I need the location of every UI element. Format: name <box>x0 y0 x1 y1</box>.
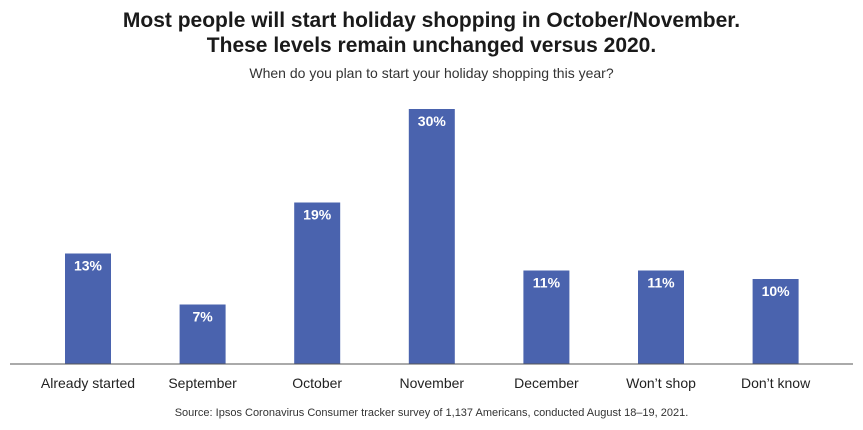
data-label-already-started: 13% <box>74 258 103 274</box>
bar-october <box>294 202 341 364</box>
source-note: Source: Ipsos Coronavirus Consumer track… <box>174 407 689 419</box>
data-label-october: 19% <box>303 207 332 223</box>
chart-subtitle: When do you plan to start your holiday s… <box>249 65 614 81</box>
category-label-don-t-know: Don’t know <box>741 375 811 391</box>
bar-september <box>179 304 226 364</box>
data-label-don-t-know: 10% <box>762 283 791 299</box>
bar-december <box>523 270 570 364</box>
bar-november <box>408 109 455 364</box>
category-label-already-started: Already started <box>41 375 135 391</box>
bar-already-started <box>65 253 111 364</box>
data-label-december: 11% <box>533 275 561 291</box>
category-label-december: December <box>514 375 579 391</box>
chart-title-line-2: These levels remain unchanged versus 202… <box>206 34 657 57</box>
bar-won-t-shop <box>638 270 684 364</box>
bar-don-t-know <box>752 279 799 364</box>
data-label-november: 30% <box>418 113 447 129</box>
data-label-won-t-shop: 11% <box>647 275 675 291</box>
category-label-november: November <box>400 375 465 391</box>
category-label-october: October <box>292 375 342 391</box>
data-label-september: 7% <box>192 309 213 325</box>
category-label-won-t-shop: Won’t shop <box>626 375 696 391</box>
category-label-september: September <box>168 375 237 391</box>
chart-title-line-1: Most people will start holiday shopping … <box>122 9 741 32</box>
